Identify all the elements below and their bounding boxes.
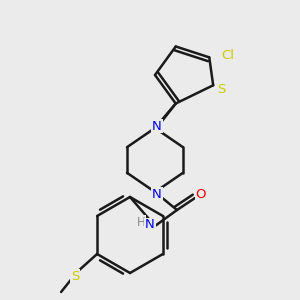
Text: O: O [196,188,206,200]
Text: H: H [136,215,146,229]
Text: S: S [71,269,79,283]
Text: S: S [217,83,225,96]
Text: N: N [152,119,162,133]
Text: Cl: Cl [221,49,234,62]
Text: N: N [152,188,162,200]
Text: N: N [145,218,155,232]
